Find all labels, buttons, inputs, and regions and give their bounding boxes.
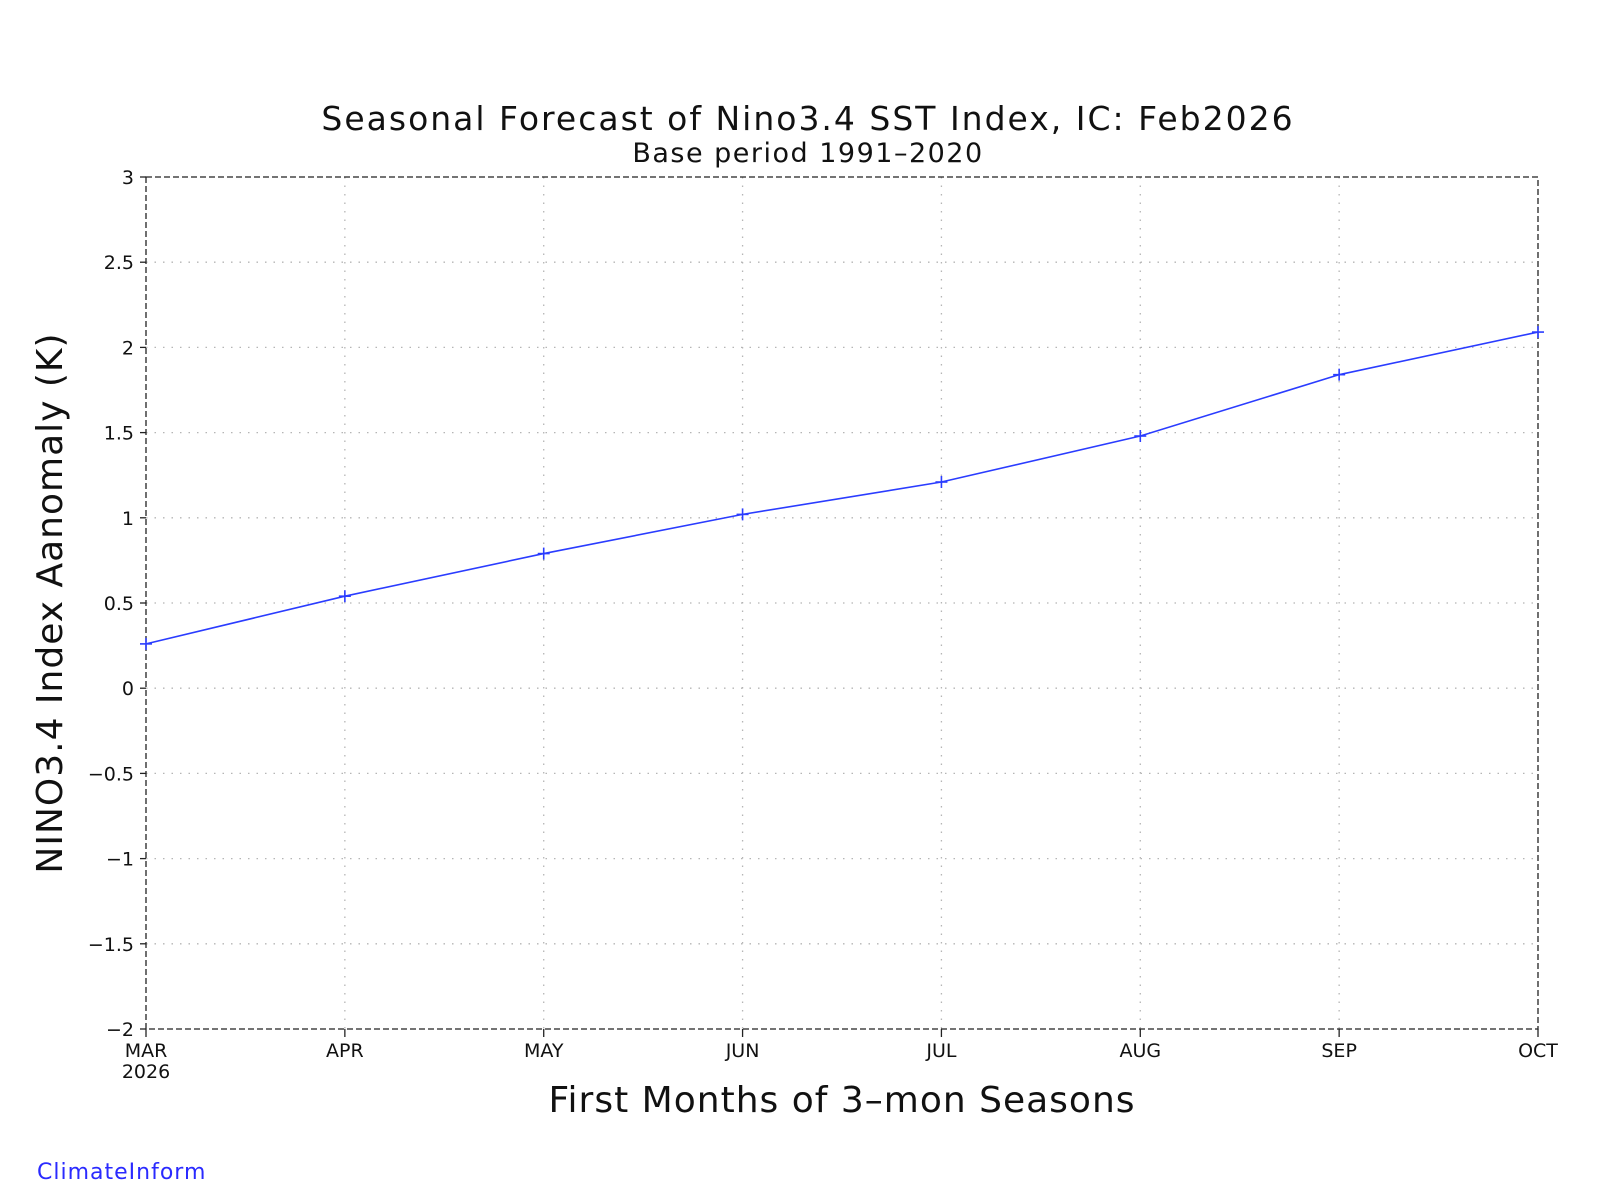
data-point [537,547,550,560]
y-tick-label: −0.5 [88,763,134,785]
series-layer [140,326,1544,650]
plot-frame [145,176,1539,1030]
x-tick-year-label: 2026 [122,1061,170,1083]
data-point [1532,326,1544,339]
y-axis-ticks: −2 −1.5 −1 −0.5 0 0.5 1 1.5 2 2.5 3 [88,167,146,1041]
y-tick-label: 1 [122,508,134,530]
x-tick-label: APR [326,1040,364,1062]
chart-subtitle: Base period 1991–2020 [632,138,983,169]
data-point [1333,368,1346,381]
x-tick-label: JUL [925,1040,957,1062]
y-tick-label: −1.5 [88,934,134,956]
y-tick-label: 3 [122,167,134,189]
data-point [140,637,152,650]
grid-lines [146,177,1538,1029]
y-tick-label: −1 [106,849,134,871]
x-tick-label: JUN [725,1040,760,1062]
data-point [935,476,948,489]
series-line [145,331,1539,645]
x-tick-label: OCT [1518,1040,1558,1062]
y-axis-label: NINO3.4 Index Aanomaly (K) [30,332,71,873]
data-point [736,508,749,521]
x-tick-label: MAR [125,1040,168,1062]
x-tick-label: SEP [1321,1040,1357,1062]
y-tick-label: 1.5 [104,423,134,445]
y-tick-label: 0 [122,678,134,700]
data-point [338,590,351,603]
y-tick-label: −2 [106,1019,134,1041]
chart-title: Seasonal Forecast of Nino3.4 SST Index, … [321,99,1294,138]
x-tick-label: MAY [524,1040,564,1062]
x-axis-label: First Months of 3–mon Seasons [548,1080,1135,1121]
y-tick-label: 0.5 [104,593,134,615]
credit-text: ClimateInform [37,1160,207,1185]
data-point [1134,430,1147,443]
x-tick-label: AUG [1119,1040,1161,1062]
y-tick-label: 2.5 [104,252,134,274]
y-tick-label: 2 [122,337,134,359]
